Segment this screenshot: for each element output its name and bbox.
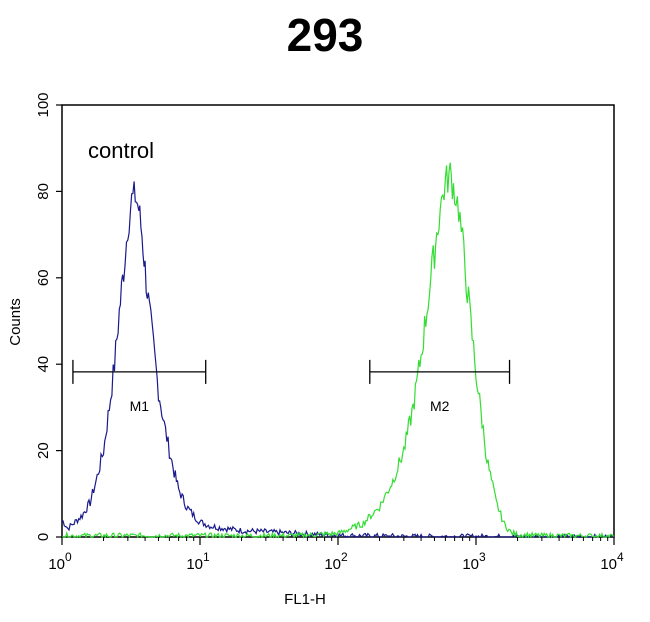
y-tick-label: 100 (35, 92, 52, 117)
x-tick-label: 103 (462, 550, 486, 573)
gate-label-m2: M2 (430, 398, 450, 414)
y-axis-label: Counts (7, 298, 24, 346)
x-tick-label: 104 (600, 550, 624, 573)
series-line-1 (61, 181, 615, 539)
x-tick-label: 101 (186, 550, 210, 573)
y-tick-label: 60 (35, 269, 52, 286)
x-tick-label: 100 (48, 550, 72, 573)
plot-axes (61, 104, 615, 538)
chart-title: 293 (286, 9, 364, 61)
plot-frame (61, 104, 615, 538)
gates-layer: M1 M2 (72, 359, 511, 414)
ticks-layer: 0 20 40 60 80 100 100 101 102 103 104 (35, 92, 624, 573)
x-tick-label: 102 (324, 550, 348, 573)
x-axis-label: FL1-H (284, 591, 326, 608)
series-layer (61, 162, 615, 539)
y-tick-label: 20 (35, 442, 52, 459)
y-tick-label: 80 (35, 183, 52, 200)
series-line-2 (62, 162, 615, 539)
y-tick-label: 0 (35, 533, 52, 541)
control-annotation: control (88, 138, 154, 163)
gate-label-m1: M1 (130, 398, 150, 414)
y-tick-label: 40 (35, 356, 52, 373)
